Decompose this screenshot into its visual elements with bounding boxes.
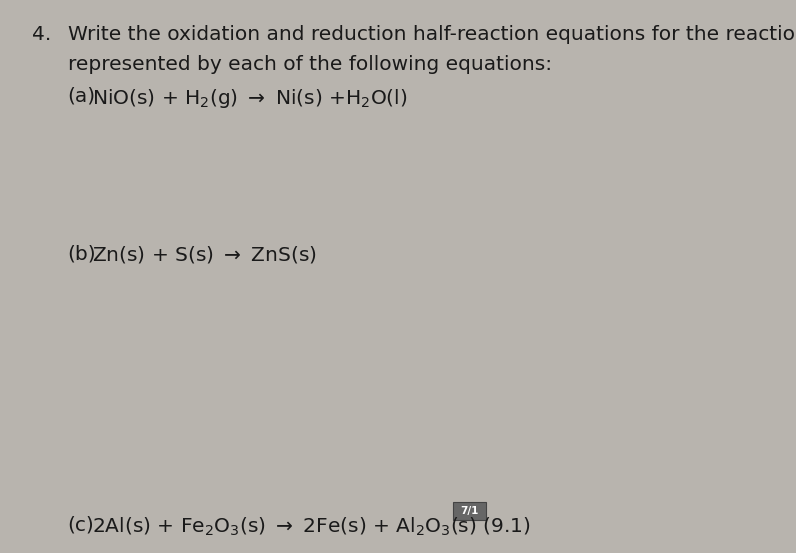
Text: 7/1: 7/1 xyxy=(460,506,479,516)
Text: Write the oxidation and reduction half-reaction equations for the reactions: Write the oxidation and reduction half-r… xyxy=(68,25,796,44)
Text: NiO(s) + H$_2$(g) $\rightarrow$ Ni(s) +H$_2$O(l): NiO(s) + H$_2$(g) $\rightarrow$ Ni(s) +H… xyxy=(92,87,407,110)
Text: (a): (a) xyxy=(68,87,96,106)
Text: represented by each of the following equations:: represented by each of the following equ… xyxy=(68,55,552,74)
Text: 4.: 4. xyxy=(32,25,51,44)
Text: (c): (c) xyxy=(68,515,95,534)
Text: 2Al(s) + Fe$_2$O$_3$(s) $\rightarrow$ 2Fe(s) + Al$_2$O$_3$(s) (9.1): 2Al(s) + Fe$_2$O$_3$(s) $\rightarrow$ 2F… xyxy=(92,515,530,538)
Text: Zn(s) + S(s) $\rightarrow$ ZnS(s): Zn(s) + S(s) $\rightarrow$ ZnS(s) xyxy=(92,244,316,265)
FancyBboxPatch shape xyxy=(453,502,486,520)
Text: (b): (b) xyxy=(68,244,96,263)
